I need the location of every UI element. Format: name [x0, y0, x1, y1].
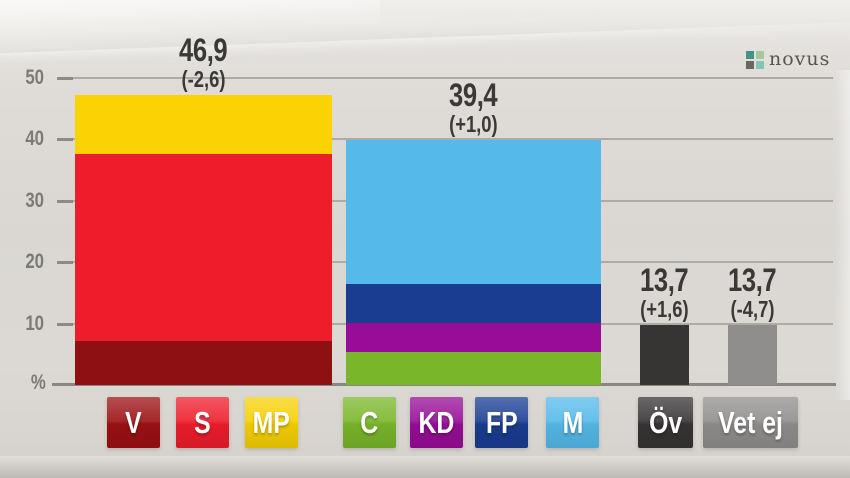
- percent-sign: %: [31, 371, 47, 394]
- bar-change-label: (+1,6): [595, 295, 735, 322]
- bar-segment-m: [346, 140, 601, 284]
- novus-logo-squares: [746, 50, 764, 69]
- bar-change-label: (-2,6): [134, 65, 274, 92]
- legend-item-kd: KD: [410, 397, 463, 448]
- stacked-bar-others: [640, 325, 689, 385]
- bar-segment-s: [75, 154, 332, 341]
- y-axis-label-text: 30: [24, 189, 44, 212]
- legend-item-label: MP: [252, 404, 291, 440]
- bar-label-alliance-bloc: 39,4 (+1,0): [404, 79, 544, 136]
- y-axis-label-text: 20: [24, 250, 44, 273]
- novus-logo: novus: [746, 50, 830, 69]
- y-axis-unit-label: %: [2, 371, 48, 395]
- bar-segment-c: [346, 352, 601, 385]
- y-axis-label-10: 10: [0, 312, 46, 336]
- legend-item-label: V: [125, 404, 142, 440]
- legend-item-label: FP: [485, 404, 518, 440]
- legend-item-m: M: [546, 397, 599, 448]
- bar-value-label: 13,7: [683, 264, 823, 297]
- y-axis-label-text: 40: [24, 127, 44, 150]
- bar-value-text: 13,7: [640, 261, 689, 298]
- bar-segment-v: [640, 325, 689, 385]
- bar-label-dont-know: 13,7 (-4,7): [683, 264, 823, 321]
- bar-segment-v: [75, 341, 332, 385]
- legend-item-label: KD: [418, 404, 455, 440]
- legend-item-mp: MP: [245, 397, 298, 448]
- bar-segment-mp: [75, 95, 332, 154]
- axis-tick-20: [57, 261, 73, 264]
- bar-value-text: 39,4: [449, 76, 498, 113]
- axis-tick-30: [57, 200, 73, 203]
- novus-logo-square-4: [756, 60, 764, 69]
- stacked-bar-alliance-bloc: [346, 140, 601, 385]
- legend-item-label: Vet ej: [718, 404, 783, 440]
- bar-change-text: (-2,6): [181, 65, 226, 92]
- y-axis-label-20: 20: [0, 250, 46, 274]
- legend-item-label: M: [562, 404, 583, 440]
- bar-label-others: 13,7 (+1,6): [595, 264, 735, 321]
- legend-item-v: V: [107, 397, 160, 448]
- legend-item-c: C: [343, 397, 396, 448]
- y-axis-label-text: 50: [24, 66, 44, 89]
- bar-segment-vet-ej: [728, 325, 777, 385]
- bar-value-label: 13,7: [595, 264, 735, 297]
- stacked-bar-dont-know: [728, 325, 777, 385]
- bar-value-text: 13,7: [728, 261, 777, 298]
- stacked-bar-red-green-bloc: [75, 95, 332, 385]
- bar-value-label: 39,4: [404, 79, 544, 112]
- y-axis-label-text: 10: [24, 312, 44, 335]
- legend-item-label: C: [360, 404, 379, 440]
- y-axis-label-40: 40: [0, 127, 46, 151]
- legend-item-label: Öv: [648, 404, 683, 440]
- bar-segment-kd: [346, 323, 601, 352]
- background-right-edge: [834, 70, 850, 400]
- legend-item-label: S: [194, 404, 211, 440]
- y-axis-label-50: 50: [0, 66, 46, 90]
- novus-logo-square-1: [746, 50, 754, 59]
- gridline-50: [57, 77, 833, 79]
- bar-label-red-green-bloc: 46,9 (-2,6): [134, 34, 274, 91]
- novus-logo-square-2: [756, 50, 764, 59]
- background-floor-shade: [0, 456, 850, 478]
- bar-value-text: 46,9: [179, 31, 228, 68]
- bar-change-label: (-4,7): [683, 295, 823, 322]
- bar-change-text: (-4,7): [730, 295, 775, 322]
- bar-segment-fp: [346, 284, 601, 323]
- novus-logo-square-3: [746, 60, 754, 69]
- legend-item-s: S: [176, 397, 229, 448]
- y-axis-label-30: 30: [0, 189, 46, 213]
- axis-tick-50: [57, 77, 73, 80]
- legend-item-fp: FP: [475, 397, 528, 448]
- legend-item-v: Öv: [638, 397, 693, 448]
- bar-change-text: (+1,0): [449, 110, 498, 137]
- bar-change-label: (+1,0): [404, 110, 544, 137]
- bar-value-label: 46,9: [134, 34, 274, 67]
- legend-item-vet-ej: Vet ej: [703, 397, 798, 448]
- gridline-40: [57, 138, 833, 140]
- novus-logo-wordmark: novus: [769, 48, 831, 70]
- background-highlight-band-right: [379, 0, 850, 47]
- axis-tick-40: [57, 138, 73, 141]
- bar-change-text: (+1,6): [640, 295, 689, 322]
- axis-tick-10: [57, 323, 73, 326]
